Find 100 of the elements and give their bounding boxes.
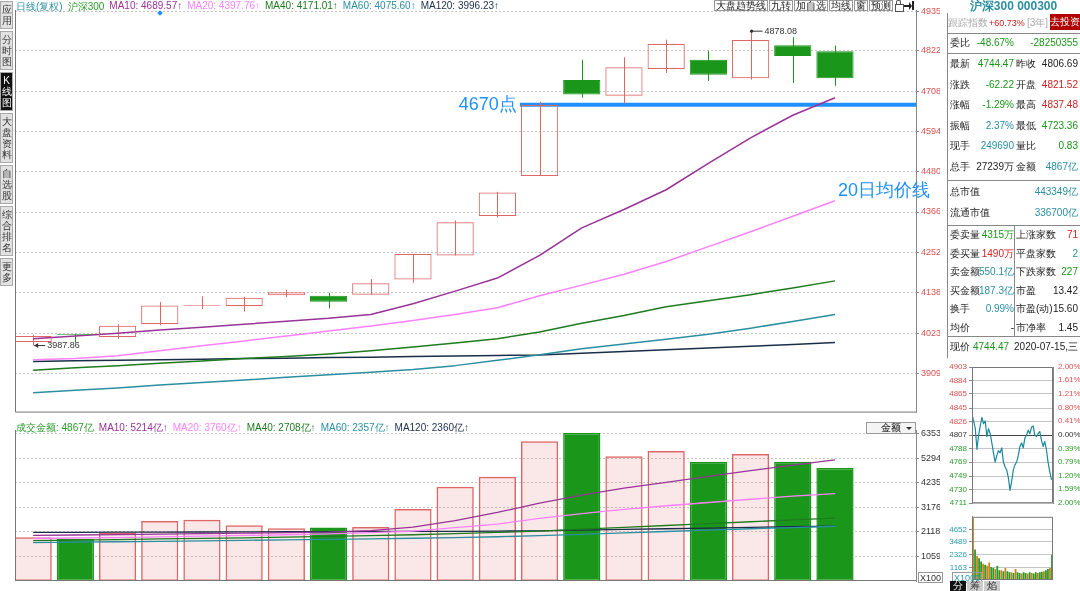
text: 昨收 xyxy=(1016,57,1036,71)
text: 下跌家数 xyxy=(1016,265,1056,279)
text: MA20: 4397.76↑ xyxy=(187,0,261,11)
y-tick-label: 4480 xyxy=(921,166,942,177)
text: 大盘资料 xyxy=(0,113,13,163)
text: 27239万 xyxy=(976,159,1014,174)
text: -62.22 xyxy=(985,77,1014,92)
text: 金额 xyxy=(881,422,901,433)
y-tick-label: 4807 xyxy=(949,430,968,440)
text: 总手 xyxy=(950,159,970,174)
text: 涨幅 xyxy=(950,98,970,112)
text: 预测 xyxy=(869,0,893,11)
text: -48.67% xyxy=(976,36,1014,50)
y-tick-label: 4822 xyxy=(921,45,942,56)
text: 4806.69 xyxy=(1041,57,1078,71)
text: 443349亿 xyxy=(1034,185,1078,199)
y-axis-title: X100 xyxy=(918,572,944,583)
text: MA40: 4171.01↑ xyxy=(265,0,338,11)
text: MA60: 2357亿↑ xyxy=(320,421,390,433)
text: 0.83 xyxy=(1058,139,1078,153)
y-tick-label: 4235 xyxy=(921,477,942,488)
text: 1490万 xyxy=(981,246,1014,261)
y-tick-label: 4708 xyxy=(921,85,942,96)
text: 分时图 xyxy=(0,31,13,70)
y2-tick-label: 0.79% xyxy=(1058,457,1080,467)
text: 4315万 xyxy=(981,228,1014,242)
y-tick-label: 4711 xyxy=(949,498,968,508)
annotation: 筹 xyxy=(967,580,983,591)
text: 4744.47 xyxy=(977,57,1014,71)
y-tick-label: 4845 xyxy=(949,403,968,413)
text: 沪深300 000300 xyxy=(968,0,1059,13)
text: 71 xyxy=(1066,228,1078,242)
text: 自选股 xyxy=(0,165,13,204)
y-tick-label: 4594 xyxy=(921,125,942,136)
text: MA120: 3996.23↑ xyxy=(420,0,500,11)
text: 1.45 xyxy=(1058,320,1078,335)
text: 4837.48 xyxy=(1041,98,1078,112)
text: 流通市值 xyxy=(950,205,990,220)
text: 现价 xyxy=(950,340,970,354)
text: +60.73% xyxy=(989,17,1025,30)
y-tick-label: 4023 xyxy=(921,327,942,338)
text: 应用 xyxy=(0,1,13,29)
y2-tick-label: 0.00% xyxy=(1058,430,1080,440)
y2-tick-label: 1.21% xyxy=(1058,389,1080,399)
y-tick-label: 5294 xyxy=(921,452,942,463)
text: 市盈(动) xyxy=(1016,302,1053,316)
text: 上涨家数 xyxy=(1016,228,1056,242)
text: 委卖量 xyxy=(950,228,980,242)
annotation: 4878.08 xyxy=(764,25,798,36)
y-tick-label: 4884 xyxy=(949,375,968,385)
text: MA60: 4075.60↑ xyxy=(342,0,416,11)
text: MA10: 4689.57↑ xyxy=(109,0,183,11)
text: MA20: 3760亿↑ xyxy=(172,421,242,433)
annotation: 窗 xyxy=(854,0,868,11)
text: 4867亿 xyxy=(1045,159,1078,174)
text: 249690 xyxy=(980,139,1014,153)
y2-tick-label: 0.39% xyxy=(1058,443,1080,453)
y-tick-label: 4826 xyxy=(949,416,968,426)
text: 4744.47 xyxy=(973,340,1010,354)
y-tick-label: 2118 xyxy=(921,526,941,537)
text: 开盘 xyxy=(1016,77,1036,92)
y-tick-label: 4252 xyxy=(921,246,942,257)
text: 336700亿 xyxy=(1034,205,1078,220)
y-tick-label: 1163 xyxy=(949,562,968,572)
text: MA120: 2360亿↑ xyxy=(394,421,470,433)
y-tick-label: 1059 xyxy=(921,550,942,561)
text: 4821.52 xyxy=(1041,77,1078,92)
text: 均价 xyxy=(950,320,970,335)
text: 现手 xyxy=(950,139,970,153)
y-tick-label: 4366 xyxy=(921,206,942,217)
chart-title: 日线(复权) xyxy=(16,0,63,12)
y-tick-label: 4138 xyxy=(921,287,942,298)
text: 15.60 xyxy=(1052,302,1078,316)
text: 分 xyxy=(950,580,966,591)
y-tick-label: 6353 xyxy=(921,427,942,438)
text: 市盈 xyxy=(1016,283,1036,298)
y2-tick-label: 0.80% xyxy=(1058,403,1080,413)
text: 换手 xyxy=(950,302,970,316)
y-tick-label: 3489 xyxy=(949,537,968,547)
annotation: 大盘趋势线 xyxy=(714,0,768,11)
chart-subtitle: 沪深300 xyxy=(67,0,105,12)
text: 最低 xyxy=(1016,118,1036,133)
y-tick-label: 2326 xyxy=(949,549,968,559)
y2-tick-label: 2.00% xyxy=(1058,362,1080,372)
y-tick-label: 4730 xyxy=(949,484,968,494)
text: - xyxy=(1010,320,1014,335)
text: 委买量 xyxy=(950,246,980,261)
y-tick-label: 4749 xyxy=(949,471,968,481)
y-tick-label: 3176 xyxy=(921,501,942,512)
text: 227 xyxy=(1061,265,1078,279)
y2-tick-label: 1.59% xyxy=(1058,484,1080,494)
text: 成交金额: 4867亿 xyxy=(16,421,94,433)
text: 2020-07-15,三 xyxy=(1014,340,1078,354)
text: MA40: 2708亿↑ xyxy=(246,421,316,433)
text: 委比 xyxy=(950,36,970,50)
text: 量比 xyxy=(1016,139,1036,153)
text: 卖金额 xyxy=(950,265,980,279)
text: 去投资 xyxy=(1050,14,1080,30)
text: 0.99% xyxy=(985,302,1014,316)
text: 振幅 xyxy=(950,118,970,133)
